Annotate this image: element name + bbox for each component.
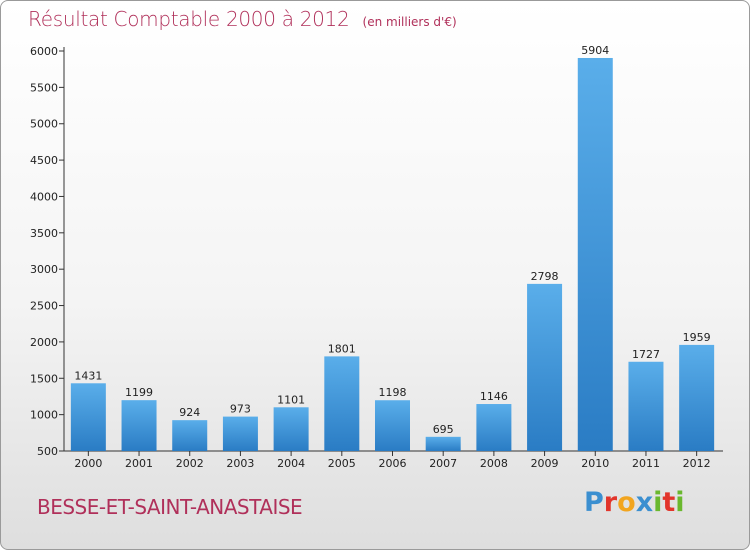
- data-label: 924: [179, 406, 200, 419]
- y-tick-label: 2000: [30, 336, 58, 349]
- x-tick-label: 2005: [328, 457, 356, 470]
- data-label: 1199: [125, 386, 153, 399]
- chart-bars: 1431 1199 924 973 1101 1801 1198 695 1146 2798 590…: [70, 44, 715, 452]
- bar: [425, 436, 461, 451]
- bar: [70, 383, 106, 451]
- x-tick-label: 2008: [480, 457, 508, 470]
- bar: [476, 404, 512, 451]
- logo-letter: t: [662, 487, 676, 518]
- x-tick-label: 2006: [379, 457, 407, 470]
- y-tick-label: 6000: [30, 45, 58, 58]
- y-tick-label: 4500: [30, 154, 58, 167]
- proxiti-logo: Proxiti: [584, 487, 685, 518]
- data-label: 1431: [74, 369, 102, 382]
- y-tick-label: 3000: [30, 263, 58, 276]
- data-label: 1959: [683, 331, 711, 344]
- y-tick-label: 1500: [30, 372, 58, 385]
- logo-letter: i: [653, 487, 663, 518]
- chart-title-block: Résultat Comptable 2000 à 2012 (en milli…: [28, 7, 457, 31]
- bar: [324, 356, 360, 451]
- x-tick-label: 2010: [581, 457, 609, 470]
- y-tick-label: 5500: [30, 81, 58, 94]
- data-label: 1801: [328, 342, 356, 355]
- bar: [172, 420, 208, 451]
- commune-name: BESSE-ET-SAINT-ANASTAISE: [37, 495, 303, 519]
- data-label: 1727: [632, 348, 660, 361]
- data-label: 695: [433, 423, 454, 436]
- data-label: 1146: [480, 390, 508, 403]
- x-tick-label: 2001: [125, 457, 153, 470]
- bar: [222, 416, 258, 451]
- x-tick-label: 2009: [531, 457, 559, 470]
- bar: [679, 344, 715, 451]
- data-label: 1198: [379, 386, 407, 399]
- x-tick-label: 2011: [632, 457, 660, 470]
- chart-subtitle: (en milliers d'€): [362, 15, 457, 29]
- x-tick-label: 2003: [226, 457, 254, 470]
- bar: [121, 400, 157, 451]
- logo-letter: i: [675, 487, 685, 518]
- y-tick-label: 3500: [30, 227, 58, 240]
- bar: [273, 407, 309, 451]
- x-tick-label: 2000: [74, 457, 102, 470]
- chart-title: Résultat Comptable 2000 à 2012: [28, 7, 350, 31]
- logo-letter: o: [617, 487, 636, 518]
- y-tick-label: 5000: [30, 118, 58, 131]
- y-tick-label: 4000: [30, 190, 58, 203]
- chart-axes: 500 1000 1500 2000 2500 3000 3500 4000 4500 5000 5…: [30, 45, 723, 470]
- data-label: 973: [230, 403, 251, 416]
- x-tick-label: 2004: [277, 457, 305, 470]
- data-label: 1101: [277, 393, 305, 406]
- data-label: 5904: [581, 44, 609, 57]
- logo-letter: P: [584, 487, 604, 518]
- y-tick-label: 2500: [30, 300, 58, 313]
- bar: [577, 57, 613, 452]
- y-tick-label: 500: [37, 445, 58, 458]
- x-tick-label: 2012: [683, 457, 711, 470]
- bar: [628, 361, 664, 451]
- x-tick-label: 2002: [176, 457, 204, 470]
- y-tick-label: 1000: [30, 409, 58, 422]
- logo-letter: x: [635, 487, 654, 518]
- logo-letter: r: [603, 487, 618, 518]
- bar: [527, 283, 563, 451]
- bar: [375, 400, 410, 451]
- x-tick-label: 2007: [429, 457, 457, 470]
- data-label: 2798: [531, 270, 559, 283]
